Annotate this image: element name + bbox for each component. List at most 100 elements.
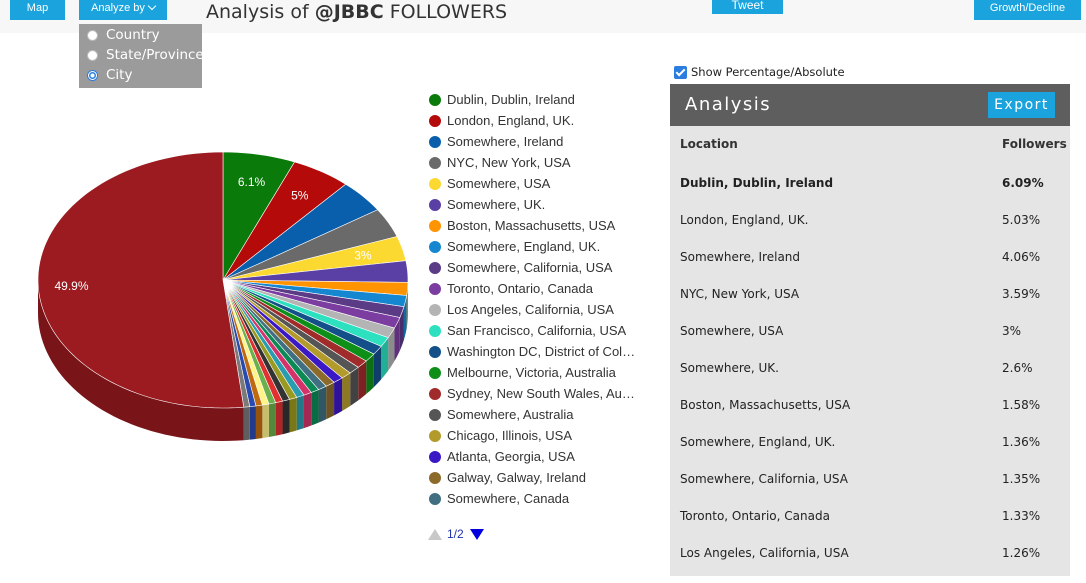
legend-color-dot	[429, 388, 441, 400]
legend-item[interactable]: Somewhere, Australia	[428, 404, 643, 425]
legend-color-dot	[429, 283, 441, 295]
page-up-icon[interactable]	[428, 529, 442, 540]
row-followers: 1.26%	[1002, 546, 1040, 560]
pie-chart-svg: 6.1%5%3%49.9%	[30, 140, 420, 500]
legend-item[interactable]: Dublin, Dublin, Ireland	[428, 89, 643, 110]
row-followers: 4.06%	[1002, 250, 1040, 264]
legend-item[interactable]: Chicago, Illinois, USA	[428, 425, 643, 446]
legend-label: San Francisco, California, USA	[447, 323, 639, 338]
legend-item[interactable]: Toronto, Ontario, Canada	[428, 278, 643, 299]
row-location: Somewhere, England, UK.	[680, 435, 835, 449]
legend-item[interactable]: Somewhere, California, USA	[428, 257, 643, 278]
table-row[interactable]: Toronto, Ontario, Canada 1.33%	[670, 509, 1070, 546]
legend-item[interactable]: London, England, UK.	[428, 110, 643, 131]
radio-button[interactable]	[87, 30, 98, 41]
radio-city[interactable]: City	[87, 65, 132, 85]
legend-color-dot	[429, 451, 441, 463]
legend-color-dot	[429, 199, 441, 211]
followers-pie-chart: 6.1%5%3%49.9%	[30, 140, 420, 500]
legend-item[interactable]: Somewhere, England, UK.	[428, 236, 643, 257]
column-header-followers: Followers	[1002, 137, 1067, 151]
radio-button[interactable]	[87, 50, 98, 61]
chart-legend: Dublin, Dublin, Ireland London, England, …	[428, 89, 643, 509]
pie-slice-side	[283, 399, 290, 434]
export-button[interactable]: Export	[988, 92, 1055, 118]
legend-color-dot	[429, 94, 441, 106]
title-suffix: FOLLOWERS	[384, 1, 507, 23]
pie-slice-side	[244, 407, 250, 441]
radio-label: State/Province	[106, 47, 204, 63]
legend-item[interactable]: Somewhere, USA	[428, 173, 643, 194]
row-followers: 3.59%	[1002, 287, 1040, 301]
legend-item[interactable]: Galway, Galway, Ireland	[428, 467, 643, 488]
table-row[interactable]: NYC, New York, USA 3.59%	[670, 287, 1070, 324]
show-percentage-checkbox[interactable]	[674, 66, 687, 79]
pie-slice-label: 49.9%	[54, 279, 88, 293]
radio-state-province[interactable]: State/Province	[87, 45, 204, 65]
legend-item[interactable]: Melbourne, Victoria, Australia	[428, 362, 643, 383]
pie-top-layer: 6.1%5%3%49.9%	[38, 152, 408, 408]
legend-item[interactable]: Atlanta, Georgia, USA	[428, 446, 643, 467]
legend-item[interactable]: Somewhere, Canada	[428, 488, 643, 509]
legend-color-dot	[429, 325, 441, 337]
legend-color-dot	[429, 304, 441, 316]
table-row[interactable]: Somewhere, England, UK.1.36%	[670, 435, 1070, 472]
pie-slice-side	[250, 406, 256, 440]
pie-slice-side	[290, 397, 297, 432]
growth-decline-button[interactable]: Growth/Decline	[974, 0, 1081, 20]
legend-item[interactable]: San Francisco, California, USA	[428, 320, 643, 341]
legend-color-dot	[429, 136, 441, 148]
legend-item[interactable]: Sydney, New South Wales, Australia	[428, 383, 643, 404]
legend-color-dot	[429, 346, 441, 358]
legend-color-dot	[429, 472, 441, 484]
show-percentage-toggle[interactable]: Show Percentage/Absolute	[674, 65, 845, 79]
row-followers: 3%	[1002, 324, 1021, 338]
row-location: Somewhere, Ireland	[680, 250, 800, 264]
pie-slice-side	[334, 378, 342, 415]
legend-item[interactable]: Somewhere, UK.	[428, 194, 643, 215]
legend-label: Somewhere, California, USA	[447, 260, 639, 275]
row-location: Dublin, Dublin, Ireland	[680, 176, 833, 190]
title-handle: @JBBC	[315, 1, 384, 23]
show-percentage-label: Show Percentage/Absolute	[691, 65, 845, 79]
legend-item[interactable]: NYC, New York, USA	[428, 152, 643, 173]
pie-slice-side	[304, 393, 311, 429]
pie-slice-side	[262, 404, 269, 438]
legend-color-dot	[429, 157, 441, 169]
legend-label: Toronto, Ontario, Canada	[447, 281, 639, 296]
radio-label: City	[106, 67, 132, 83]
row-followers: 1.33%	[1002, 509, 1040, 523]
table-row[interactable]: London, England, UK.5.03%	[670, 213, 1070, 250]
legend-label: London, England, UK.	[447, 113, 639, 128]
row-location: Somewhere, California, USA	[680, 472, 848, 486]
radio-country[interactable]: Country	[87, 25, 160, 45]
pie-slice-side	[269, 403, 276, 437]
pie-slice-side	[342, 373, 350, 411]
legend-item[interactable]: Los Angeles, California, USA	[428, 299, 643, 320]
legend-label: Los Angeles, California, USA	[447, 302, 639, 317]
table-row[interactable]: Somewhere, UK.2.6%	[670, 361, 1070, 398]
radio-button-selected[interactable]	[87, 70, 98, 81]
tweet-button[interactable]: Tweet	[712, 0, 783, 14]
row-location: NYC, New York, USA	[680, 287, 799, 301]
row-location: Toronto, Ontario, Canada	[680, 509, 830, 523]
table-row[interactable]: Somewhere, Ireland 4.06%	[670, 250, 1070, 287]
analyze-by-dropdown[interactable]: Analyze by	[79, 0, 167, 20]
page-down-icon[interactable]	[470, 529, 484, 540]
map-button[interactable]: Map	[10, 0, 65, 20]
legend-color-dot	[429, 367, 441, 379]
legend-color-dot	[429, 178, 441, 190]
legend-item[interactable]: Boston, Massachusetts, USA	[428, 215, 643, 236]
legend-item[interactable]: Somewhere, Ireland	[428, 131, 643, 152]
pie-slice-side	[297, 395, 304, 430]
legend-label: Somewhere, Australia	[447, 407, 639, 422]
title-prefix: Analysis of	[206, 1, 315, 23]
legend-item[interactable]: Washington DC, District of Columbia, USA	[428, 341, 643, 362]
analysis-header: Analysis Export	[670, 84, 1070, 126]
analyze-by-menu: Country State/Province City	[79, 24, 202, 88]
